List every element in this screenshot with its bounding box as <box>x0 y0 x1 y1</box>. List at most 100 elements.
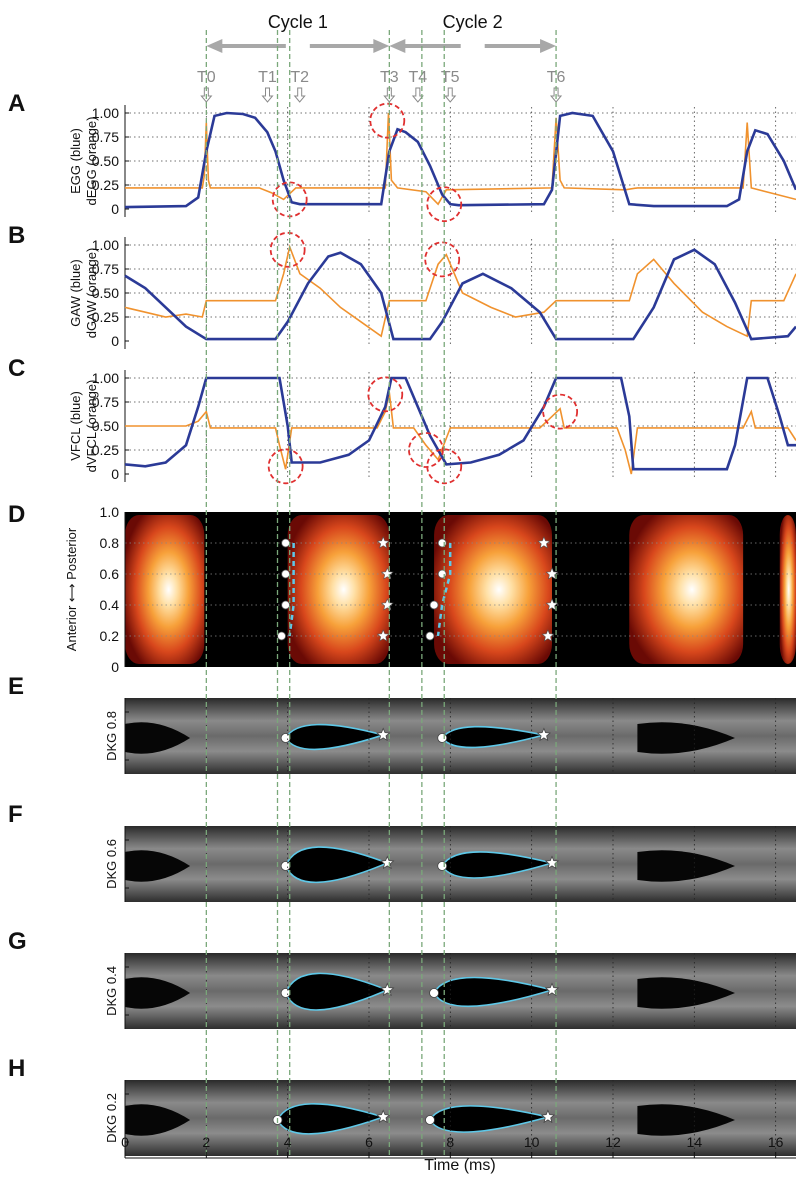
close-marker <box>376 727 391 742</box>
y-tick-label: 0 <box>111 659 119 675</box>
heatmap-blob <box>629 515 744 664</box>
kymogram-dark-region <box>125 722 191 754</box>
y-tick-label: 0.2 <box>100 628 120 644</box>
y-tick-label: 0.25 <box>92 442 119 458</box>
cycle-arrow-right-head <box>540 39 557 53</box>
panel-label: DKG 0.2 <box>104 1093 119 1143</box>
panel-letter: D <box>8 501 25 528</box>
cycle-arrow-right-head <box>373 39 390 53</box>
open-marker <box>429 988 439 998</box>
heatmap-blob <box>779 515 796 664</box>
close-marker <box>380 855 395 870</box>
close-marker <box>540 1109 556 1124</box>
open-marker <box>281 538 291 548</box>
y-axis-label-bottom: dVFCL (orange) <box>84 380 99 473</box>
y-axis-label-top: VFCL (blue) <box>68 391 83 461</box>
panel-letter: E <box>8 673 24 700</box>
panel-h: H DKG 0.2 <box>8 1055 796 1156</box>
time-marker-arrow <box>411 87 424 103</box>
x-tick-label: 16 <box>768 1134 784 1150</box>
close-marker <box>380 982 395 997</box>
highlight-circle <box>369 102 406 139</box>
y-axis-label: Anterior ⟷ Posterior <box>64 527 79 651</box>
y-tick-label: 0 <box>111 201 119 217</box>
y-axis-label-bottom: dEGG (orange) <box>84 117 99 206</box>
y-tick-label: 0.75 <box>92 129 119 145</box>
close-marker <box>537 536 551 549</box>
open-marker <box>277 631 286 641</box>
open-marker <box>437 569 447 579</box>
kymogram-dark-region <box>125 1104 191 1136</box>
cycle-arrow-left-head <box>389 39 406 53</box>
close-marker <box>544 982 560 997</box>
highlight-circle <box>426 448 463 485</box>
y-tick-label: 1.00 <box>92 370 119 386</box>
close-marker <box>380 598 394 611</box>
series-blue-line <box>124 248 796 341</box>
highlight-circle <box>267 448 304 485</box>
y-tick-label: 1.0 <box>100 504 120 520</box>
y-axis-label-bottom: dGAW (orange) <box>84 248 99 339</box>
panel-label: DKG 0.4 <box>104 966 119 1016</box>
series-orange-line <box>125 392 796 475</box>
time-marker-arrow <box>444 87 457 103</box>
x-axis: Time (ms) 0 2 4 6 8 10 12 14 16 <box>121 1134 796 1174</box>
y-tick-label: 0 <box>111 466 119 482</box>
contact-path <box>436 543 452 637</box>
x-tick-label: 8 <box>446 1134 454 1150</box>
close-marker <box>376 629 390 642</box>
x-tick-label: 0 <box>121 1134 129 1150</box>
y-tick-label: 1.00 <box>92 105 119 121</box>
kymogram-dark-region <box>125 850 191 882</box>
close-marker <box>544 855 560 870</box>
highlight-circle <box>408 432 444 468</box>
time-marker-arrow <box>293 87 306 103</box>
y-tick-label: 0.75 <box>92 261 119 277</box>
kymogram-dark-region <box>125 977 191 1009</box>
time-marker-label: T1 <box>258 69 277 86</box>
panel-letter: H <box>8 1055 25 1082</box>
x-tick-label: 14 <box>687 1134 703 1150</box>
x-tick-label: 4 <box>284 1134 292 1150</box>
highlight-circle <box>424 241 461 278</box>
y-tick-label: 0.25 <box>92 309 119 325</box>
open-marker <box>280 861 291 871</box>
panel-a: A 1.00 0.75 0.50 0.25 0 EGG (blue) dEGG (orange… <box>8 90 796 223</box>
cycle-arrow-left-head <box>206 39 223 53</box>
panel-letter: F <box>8 801 23 828</box>
y-tick-label: 0.25 <box>92 177 119 193</box>
highlight-circle <box>426 186 463 223</box>
y-axis-label-top: EGG (blue) <box>68 128 83 194</box>
x-tick-label: 10 <box>524 1134 540 1150</box>
heatmap-blob <box>125 515 205 664</box>
time-marker-lines <box>205 30 557 1158</box>
series-orange-line <box>125 112 796 206</box>
panel-e: E DKG 0.8 <box>8 673 796 774</box>
heatmap-blob <box>287 515 390 664</box>
time-marker-arrow <box>261 87 274 103</box>
close-marker <box>380 567 394 580</box>
highlight-circle <box>367 376 404 413</box>
y-tick-label: 0 <box>111 333 119 349</box>
panel-letter: C <box>8 355 25 382</box>
open-marker <box>281 600 291 610</box>
open-marker <box>425 631 435 641</box>
y-tick-label: 0.50 <box>92 285 119 301</box>
series-blue-line <box>124 376 796 471</box>
close-marker <box>536 727 551 742</box>
time-marker-label: T4 <box>409 69 428 86</box>
close-marker <box>545 567 559 580</box>
cycle-label: Cycle 1 <box>268 12 328 32</box>
kymogram-dark-region <box>637 977 735 1009</box>
y-tick-label: 0.8 <box>100 535 120 551</box>
time-marker-label: T2 <box>290 69 309 86</box>
time-marker-label: T3 <box>380 69 399 86</box>
open-marker <box>425 1115 435 1125</box>
series-blue-line <box>124 111 796 209</box>
panel-letter: A <box>8 90 25 117</box>
kymogram-dark-region <box>637 850 735 882</box>
panel-c: C 1.00 0.75 0.50 0.25 0 VFCL (blue) dVFCL (oran… <box>8 355 796 485</box>
panel-letter: G <box>8 928 27 955</box>
